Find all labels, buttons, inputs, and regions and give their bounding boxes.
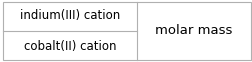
Text: indium(III) cation: indium(III) cation (20, 9, 120, 22)
Text: molar mass: molar mass (155, 24, 233, 38)
Text: cobalt(II) cation: cobalt(II) cation (24, 40, 116, 53)
